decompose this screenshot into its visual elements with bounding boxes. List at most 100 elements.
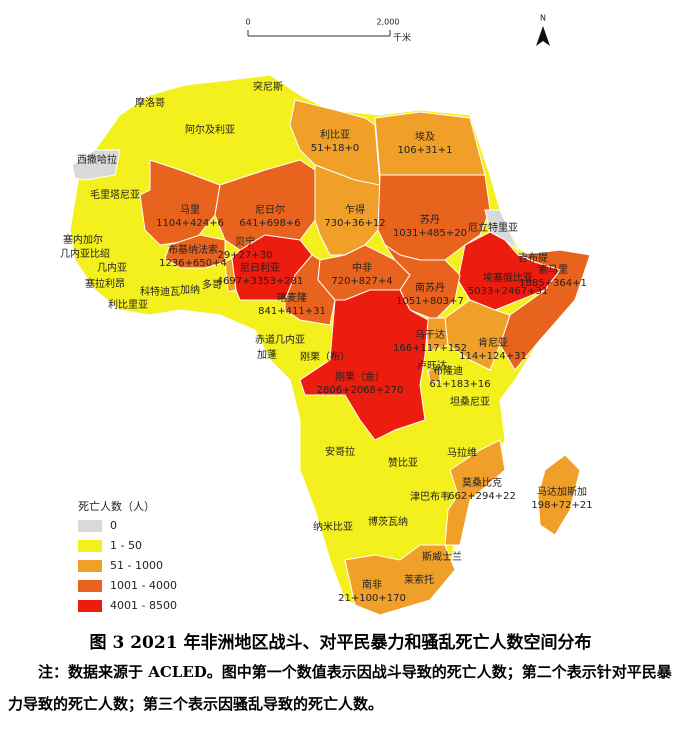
country-stat: 841+411+31 <box>258 306 326 317</box>
country-name: 阿尔及利亚 <box>185 123 235 136</box>
country-stat: 662+294+22 <box>448 491 516 502</box>
country-stat: 4697+3353+281 <box>217 276 304 287</box>
country-name: 摩洛哥 <box>135 96 165 109</box>
legend-label: 0 <box>110 519 117 532</box>
country-name: 津巴布韦 <box>410 491 450 503</box>
country-stat: 730+36+12 <box>324 218 385 229</box>
scale-unit: 千米 <box>393 32 411 44</box>
legend-swatch <box>78 560 102 572</box>
legend-swatch <box>78 520 102 532</box>
north-label: N <box>540 14 546 23</box>
legend-label: 51 - 1000 <box>110 559 163 572</box>
country-name: 科特迪瓦 <box>140 285 180 298</box>
country-name: 布隆迪 <box>433 364 463 377</box>
country-name: 博茨瓦纳 <box>368 515 408 528</box>
country-name: 安哥拉 <box>325 445 355 458</box>
country-stat: 720+827+4 <box>331 276 392 287</box>
country-stat: 114+124+31 <box>459 351 527 362</box>
country-stat: 106+31+1 <box>398 145 453 156</box>
scale-label: 0 <box>245 18 250 27</box>
country-name: 喀麦隆 <box>277 291 307 304</box>
country-shape <box>374 111 486 176</box>
country-name: 乌干达 <box>415 328 445 341</box>
country-name: 莱索托 <box>404 573 434 586</box>
country-name: 埃塞俄比亚 <box>483 271 533 284</box>
country-stat: 21+100+170 <box>338 593 406 604</box>
legend-label: 1 - 50 <box>110 539 142 552</box>
country-name: 赞比亚 <box>388 456 418 469</box>
country-shape <box>537 454 581 536</box>
country-name: 肯尼亚 <box>478 336 508 349</box>
country-name: 埃及 <box>415 130 435 143</box>
country-name: 斯威士兰 <box>422 550 462 563</box>
country-stat: 51+18+0 <box>311 143 360 154</box>
legend-swatch <box>78 540 102 552</box>
country-stat: 1885+364+1 <box>519 278 587 289</box>
country-shape <box>427 369 441 383</box>
country-name: 厄立特里亚 <box>468 221 518 234</box>
country-stat: 2806+2068+270 <box>317 385 404 396</box>
country-stat: 61+183+16 <box>429 379 490 390</box>
legend: 0 1 - 50 51 - 1000 1001 - 4000 4001 - 8500 <box>78 519 177 612</box>
legend-title: 死亡人数（人） <box>78 499 155 513</box>
caption: 图 3 2021 年非洲地区战斗、对平民暴力和骚乱死亡人数空间分布 <box>89 633 592 653</box>
country-name: 马拉维 <box>447 446 477 459</box>
country-stat: 5033+2467+31 <box>468 286 548 297</box>
country-name: 中非 <box>352 261 372 274</box>
note: 注：数据来源于 ACLED。图中第一个数值表示因战斗导致的死亡人数；第二个表示针… <box>8 663 672 713</box>
country-name: 南非 <box>362 578 382 591</box>
country-name: 乍得 <box>345 203 365 216</box>
country-shape <box>484 209 519 251</box>
country-name: 几内亚比绍 <box>60 247 110 260</box>
country-name: 刚果（布） <box>300 351 350 363</box>
country-shape <box>164 234 226 269</box>
country-name: 西撒哈拉 <box>77 153 117 166</box>
legend-swatch <box>78 580 102 592</box>
country-name: 加纳 <box>180 283 200 296</box>
country-shape <box>299 289 429 441</box>
legend-swatch <box>78 600 102 612</box>
country-shape <box>444 439 506 546</box>
country-name: 坦桑尼亚 <box>450 395 490 408</box>
country-shape <box>499 249 591 371</box>
country-name: 利比亚 <box>320 129 350 141</box>
country-name: 刚果（金） <box>335 370 385 383</box>
country-name: 多哥 <box>202 278 222 291</box>
country-stat: 1104+424+6 <box>156 218 224 229</box>
country-name: 尼日利亚 <box>240 262 280 274</box>
country-shape <box>384 244 461 321</box>
country-name: 尼日尔 <box>255 203 285 216</box>
country-stat: 1236+650+4 <box>159 258 227 269</box>
country-stat: 198+72+21 <box>531 500 592 511</box>
legend-label: 1001 - 4000 <box>110 579 177 592</box>
shapes <box>69 74 591 616</box>
country-shape <box>444 299 511 371</box>
country-name: 莫桑比克 <box>462 477 502 489</box>
country-stat: 641+698+6 <box>239 218 300 229</box>
country-stat: 1031+485+20 <box>393 228 467 239</box>
country-name: 利比里亚 <box>108 299 148 311</box>
country-stat: 166+117+152 <box>393 343 467 354</box>
country-name: 索马里 <box>538 263 568 276</box>
scale-label: 2,000 <box>377 18 400 27</box>
country-shape <box>344 544 456 616</box>
country-name: 马达加斯加 <box>537 485 587 498</box>
country-name: 马里 <box>180 204 200 216</box>
country-name: 吉布提 <box>518 252 548 264</box>
country-stat: 1051+803+7 <box>396 296 464 307</box>
country-shape <box>284 254 336 326</box>
country-stat: 29+27+30 <box>218 250 273 261</box>
country-name: 加蓬 <box>257 349 277 361</box>
country-name: 突尼斯 <box>253 80 283 93</box>
legend-label: 4001 - 8500 <box>110 599 177 612</box>
country-name: 赤道几内亚 <box>255 333 305 346</box>
country-name: 南苏丹 <box>415 281 445 294</box>
country-name: 毛里塔尼亚 <box>90 188 140 201</box>
country-name: 塞拉利昂 <box>85 277 125 290</box>
country-name: 塞内加尔 <box>63 233 103 246</box>
country-name: 贝宁 <box>235 235 255 248</box>
country-name: 布基纳法索 <box>168 243 218 256</box>
